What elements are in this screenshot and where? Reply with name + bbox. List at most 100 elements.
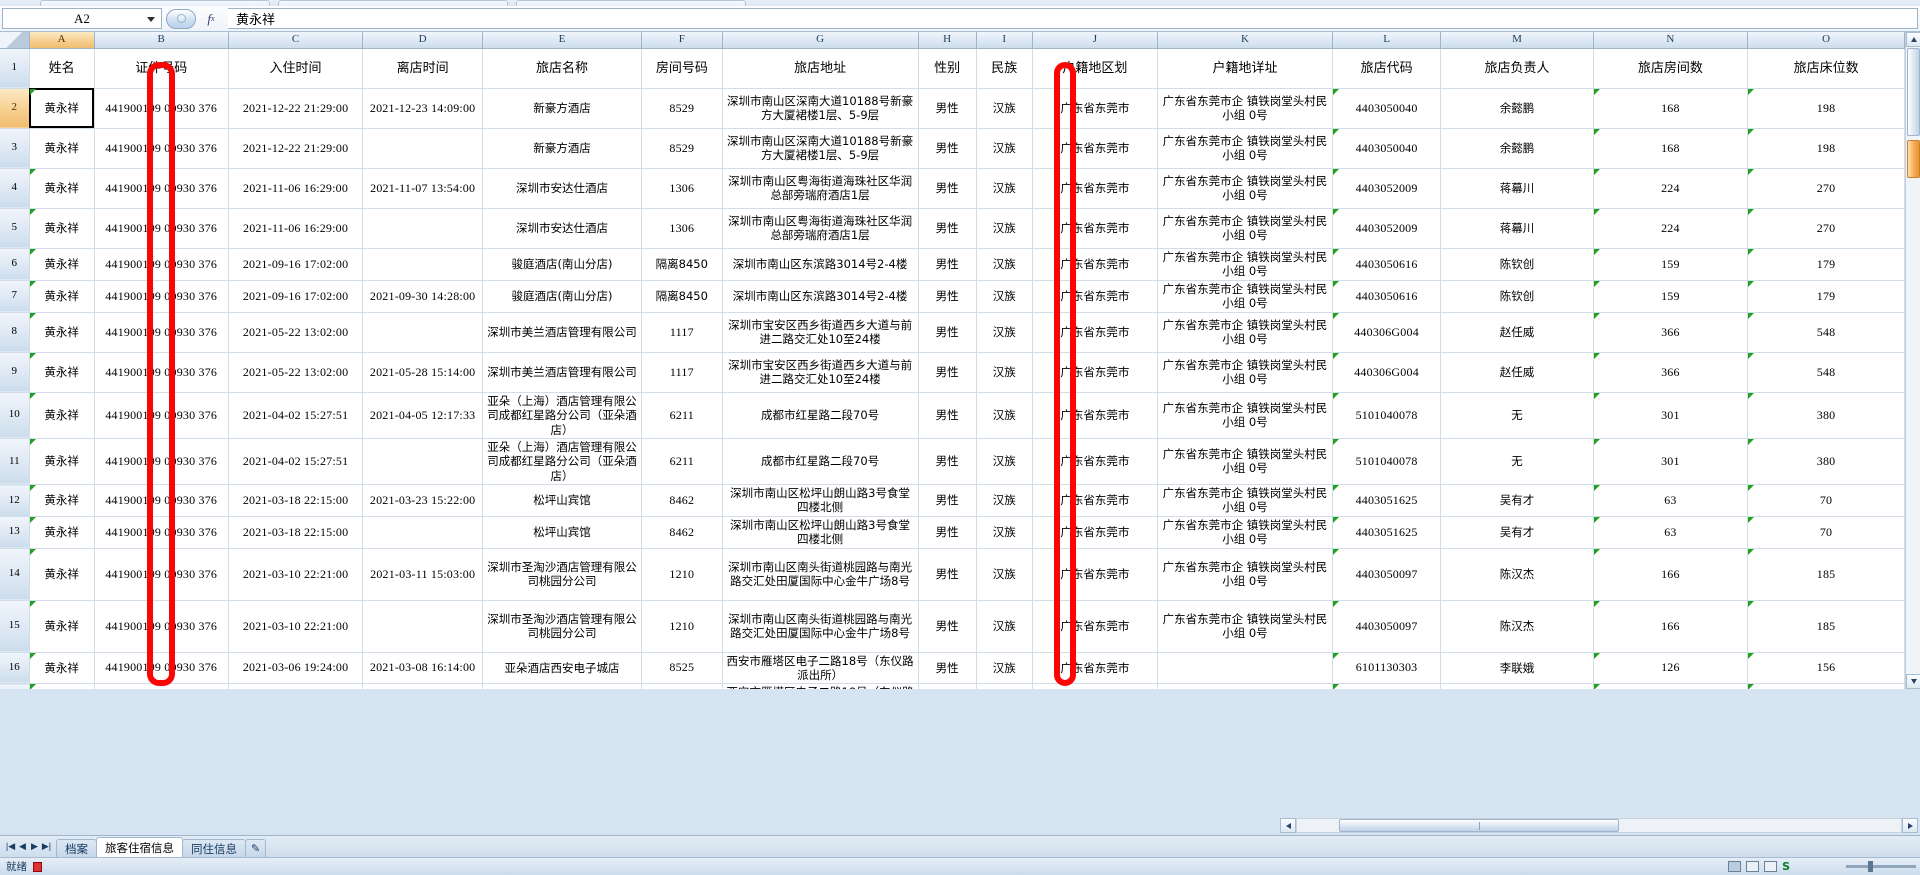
cell-H2[interactable]: 男性 [918,88,977,129]
cell-J8[interactable]: 广东省东莞市 [1032,312,1159,353]
cell-N17[interactable]: 126 [1593,683,1749,689]
cell-I9[interactable]: 汉族 [976,352,1033,393]
column-header-C[interactable]: C [228,32,364,49]
cell-G13[interactable]: 深圳市南山区松坪山朗山路3号食堂四楼北侧 [722,516,919,549]
cell-H15[interactable]: 男性 [918,600,977,653]
cell-O17[interactable]: 156 [1747,683,1905,689]
cell-B15[interactable]: 441900199 00930 376 [94,600,229,653]
network-icon[interactable] [1794,860,1807,873]
cell-O3[interactable]: 198 [1747,128,1905,169]
cell-K4[interactable]: 广东省东莞市企 镇铁岗堂头村民小组 0号 [1157,168,1333,209]
cell-J16[interactable]: 广东省东莞市 [1032,652,1159,685]
cell-L8[interactable]: 440306G004 [1332,312,1442,353]
cell-J2[interactable]: 广东省东莞市 [1032,88,1159,129]
cell-H4[interactable]: 男性 [918,168,977,209]
header-cell-name[interactable]: 姓名 [29,48,95,89]
cell-A11[interactable]: 黄永祥 [29,438,95,486]
cell-E15[interactable]: 深圳市圣淘沙酒店管理有限公司桃园分公司 [482,600,643,653]
row-header-3[interactable]: 3 [0,128,30,169]
cell-K11[interactable]: 广东省东莞市企 镇铁岗堂头村民小组 0号 [1157,438,1333,486]
cell-I16[interactable]: 汉族 [976,652,1033,685]
vertical-scrollbar[interactable] [1905,32,1920,689]
cell-E5[interactable]: 深圳市安达仕酒店 [482,208,643,249]
cell-H7[interactable]: 男性 [918,280,977,313]
sheet-nav-buttons[interactable]: |◀ ◀ ▶ ▶| [0,841,56,852]
cell-O12[interactable]: 70 [1747,484,1905,517]
cell-I11[interactable]: 汉族 [976,438,1033,486]
cell-B2[interactable]: 441900199 00930 376 [94,88,229,129]
cell-B11[interactable]: 441900199 00930 376 [94,438,229,486]
cell-K12[interactable]: 广东省东莞市企 镇铁岗堂头村民小组 0号 [1157,484,1333,517]
cell-J15[interactable]: 广东省东莞市 [1032,600,1159,653]
cell-I15[interactable]: 汉族 [976,600,1033,653]
cell-F2[interactable]: 8529 [641,88,723,129]
cell-A13[interactable]: 黄永祥 [29,516,95,549]
cell-C6[interactable]: 2021-09-16 17:02:00 [228,248,364,281]
cell-D3[interactable] [362,128,484,169]
horizontal-scrollbar[interactable] [1280,817,1920,839]
column-header-M[interactable]: M [1440,32,1594,49]
cell-E17[interactable]: 亚朵酒店西安电子城店 [482,683,643,689]
cell-M5[interactable]: 蒋幕川 [1440,208,1594,249]
column-header-D[interactable]: D [362,32,484,49]
header-cell-hotelname[interactable]: 旅店名称 [482,48,643,89]
row-header-15[interactable]: 15 [0,600,30,653]
cell-N9[interactable]: 366 [1593,352,1749,393]
cell-M2[interactable]: 余懿鹏 [1440,88,1594,129]
green-tray-icon[interactable]: S [1782,860,1790,873]
row-header-14[interactable]: 14 [0,548,30,601]
cell-F9[interactable]: 1117 [641,352,723,393]
cell-G8[interactable]: 深圳市宝安区西乡街道西乡大道与前进二路交汇处10至24楼 [722,312,919,353]
cell-K8[interactable]: 广东省东莞市企 镇铁岗堂头村民小组 0号 [1157,312,1333,353]
cell-B9[interactable]: 441900199 00930 376 [94,352,229,393]
cell-M6[interactable]: 陈钦创 [1440,248,1594,281]
cell-K5[interactable]: 广东省东莞市企 镇铁岗堂头村民小组 0号 [1157,208,1333,249]
new-sheet-icon[interactable]: ✎ [245,838,267,858]
scroll-down-icon[interactable] [1906,674,1920,689]
cell-D10[interactable]: 2021-04-05 12:17:33 [362,392,484,439]
cell-M4[interactable]: 蒋幕川 [1440,168,1594,209]
cell-G10[interactable]: 成都市红星路二段70号 [722,392,919,439]
cell-L11[interactable]: 5101040078 [1332,438,1442,486]
cell-C13[interactable]: 2021-03-18 22:15:00 [228,516,364,549]
cell-N4[interactable]: 224 [1593,168,1749,209]
row-header-4[interactable]: 4 [0,168,30,209]
header-cell-id[interactable]: 证件号码 [94,48,229,89]
cell-E10[interactable]: 亚朵（上海）酒店管理有限公司成都红星路分公司（亚朵酒店） [482,392,643,439]
cell-M12[interactable]: 吴有才 [1440,484,1594,517]
last-sheet-icon[interactable]: ▶| [41,841,52,851]
header-cell-beds[interactable]: 旅店床位数 [1747,48,1905,89]
cell-D4[interactable]: 2021-11-07 13:54:00 [362,168,484,209]
cell-B7[interactable]: 441900199 00930 376 [94,280,229,313]
cell-C12[interactable]: 2021-03-18 22:15:00 [228,484,364,517]
cell-I10[interactable]: 汉族 [976,392,1033,439]
cell-G4[interactable]: 深圳市南山区粤海街道海珠社区华润总部旁瑞府酒店1层 [722,168,919,209]
header-cell-hukouaddr[interactable]: 户籍地详址 [1157,48,1333,89]
horizontal-scrollbar-track[interactable] [1296,818,1902,833]
cell-D2[interactable]: 2021-12-23 14:09:00 [362,88,484,129]
header-cell-manager[interactable]: 旅店负责人 [1440,48,1594,89]
cell-J10[interactable]: 广东省东莞市 [1032,392,1159,439]
cell-C5[interactable]: 2021-11-06 16:29:00 [228,208,364,249]
row-header-8[interactable]: 8 [0,312,30,353]
cell-F4[interactable]: 1306 [641,168,723,209]
cell-M14[interactable]: 陈汉杰 [1440,548,1594,601]
cell-L16[interactable]: 6101130303 [1332,652,1442,685]
cell-E13[interactable]: 松坪山宾馆 [482,516,643,549]
cell-J9[interactable]: 广东省东莞市 [1032,352,1159,393]
header-cell-room[interactable]: 房间号码 [641,48,723,89]
header-cell-ethnicity[interactable]: 民族 [976,48,1033,89]
cell-K15[interactable]: 广东省东莞市企 镇铁岗堂头村民小组 0号 [1157,600,1333,653]
cell-H17[interactable]: 男性 [918,683,977,689]
cell-O2[interactable]: 198 [1747,88,1905,129]
cell-K16[interactable] [1157,652,1333,685]
column-header-J[interactable]: J [1032,32,1159,49]
cell-J7[interactable]: 广东省东莞市 [1032,280,1159,313]
cell-N8[interactable]: 366 [1593,312,1749,353]
column-header-E[interactable]: E [482,32,643,49]
cell-I13[interactable]: 汉族 [976,516,1033,549]
cell-F13[interactable]: 8462 [641,516,723,549]
cell-J11[interactable]: 广东省东莞市 [1032,438,1159,486]
next-sheet-icon[interactable]: ▶ [31,841,38,851]
cell-A17[interactable]: 黄永祥 [29,683,95,689]
